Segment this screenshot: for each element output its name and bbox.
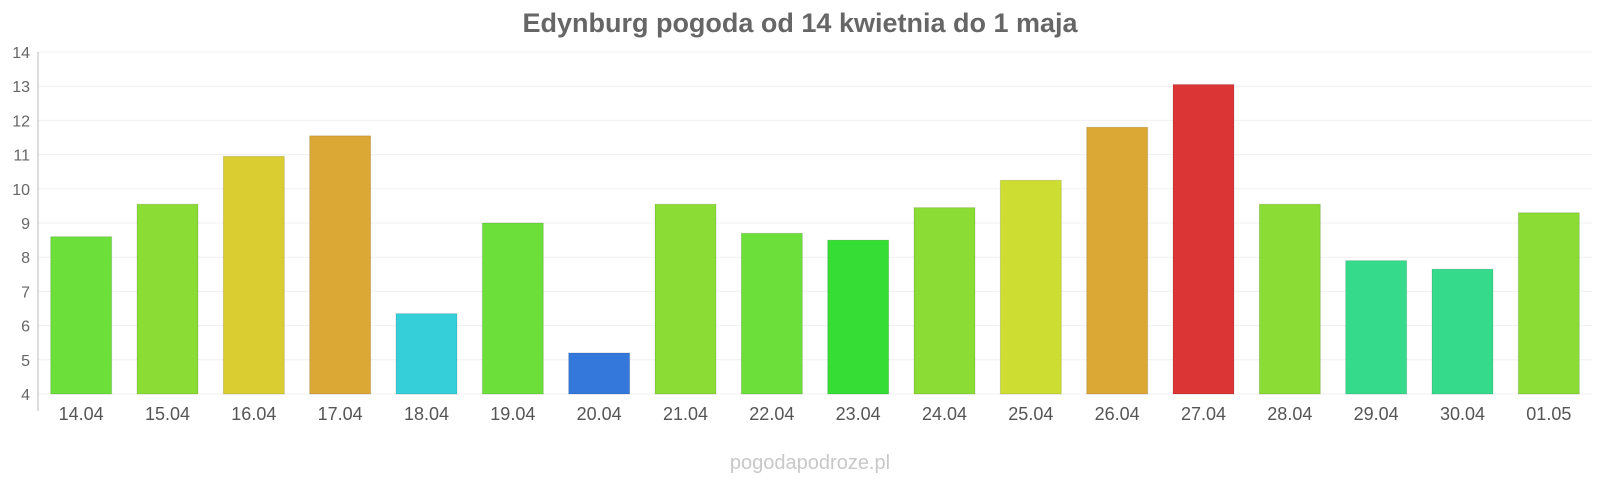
x-tick-label: 19.04	[490, 404, 535, 424]
y-tick-label: 13	[12, 79, 30, 96]
y-tick-label: 6	[21, 319, 30, 336]
x-tick-label: 14.04	[59, 404, 104, 424]
y-tick-label: 11	[13, 148, 30, 165]
x-tick-label: 27.04	[1181, 404, 1226, 424]
bar-23.04	[827, 239, 890, 395]
y-tick-label: 5	[21, 353, 30, 370]
grid-lines	[38, 51, 1592, 395]
x-tick-label: 24.04	[922, 404, 967, 424]
bar-01.05	[1517, 212, 1580, 395]
bar-14.04	[50, 236, 113, 395]
x-tick-label: 15.04	[145, 404, 190, 424]
bar-21.04	[654, 203, 717, 395]
x-tick-label: 26.04	[1095, 404, 1140, 424]
bar-17.04	[309, 135, 372, 395]
x-tick-label: 16.04	[231, 404, 276, 424]
x-tick-label: 30.04	[1440, 404, 1485, 424]
y-axis-ticks: 4 5 6 7 8 9 10 11 12 13 14	[12, 45, 30, 404]
x-tick-label: 28.04	[1267, 404, 1312, 424]
chart-title: Edynburg pogoda od 14 kwietnia do 1 maja	[522, 8, 1078, 38]
x-tick-label: 29.04	[1354, 404, 1399, 424]
bar-29.04	[1345, 260, 1408, 395]
x-tick-label: 23.04	[836, 404, 881, 424]
bar-19.04	[481, 222, 544, 395]
y-tick-label: 14	[12, 45, 30, 62]
bar-26.04	[1086, 126, 1149, 395]
bar-15.04	[136, 203, 199, 395]
y-tick-label: 9	[21, 216, 30, 233]
bar-27.04	[1172, 83, 1235, 395]
y-tick-label: 12	[12, 113, 30, 130]
x-tick-label: 18.04	[404, 404, 449, 424]
y-tick-label: 4	[21, 387, 30, 404]
bar-24.04	[913, 207, 976, 395]
x-tick-label: 20.04	[577, 404, 622, 424]
bar-25.04	[999, 179, 1062, 395]
bar-18.04	[395, 313, 458, 395]
source-label: pogodapodroze.pl	[730, 452, 890, 474]
x-tick-label: 21.04	[663, 404, 708, 424]
bar-22.04	[740, 232, 803, 395]
y-tick-label: 8	[21, 250, 30, 267]
y-tick-label: 7	[21, 284, 30, 301]
bar-16.04	[222, 155, 285, 395]
y-tick-label: 10	[12, 182, 30, 199]
x-tick-label: 01.05	[1526, 404, 1571, 424]
bar-20.04	[568, 352, 631, 395]
bars	[50, 83, 1580, 395]
x-tick-label: 17.04	[318, 404, 363, 424]
x-axis-ticks: 14.04 15.04 16.04 17.04 18.04 19.04 20.04 21.04…	[59, 404, 1572, 424]
x-tick-label: 22.04	[749, 404, 794, 424]
bar-28.04	[1258, 203, 1321, 395]
x-tick-label: 25.04	[1008, 404, 1053, 424]
bar-30.04	[1431, 268, 1494, 395]
